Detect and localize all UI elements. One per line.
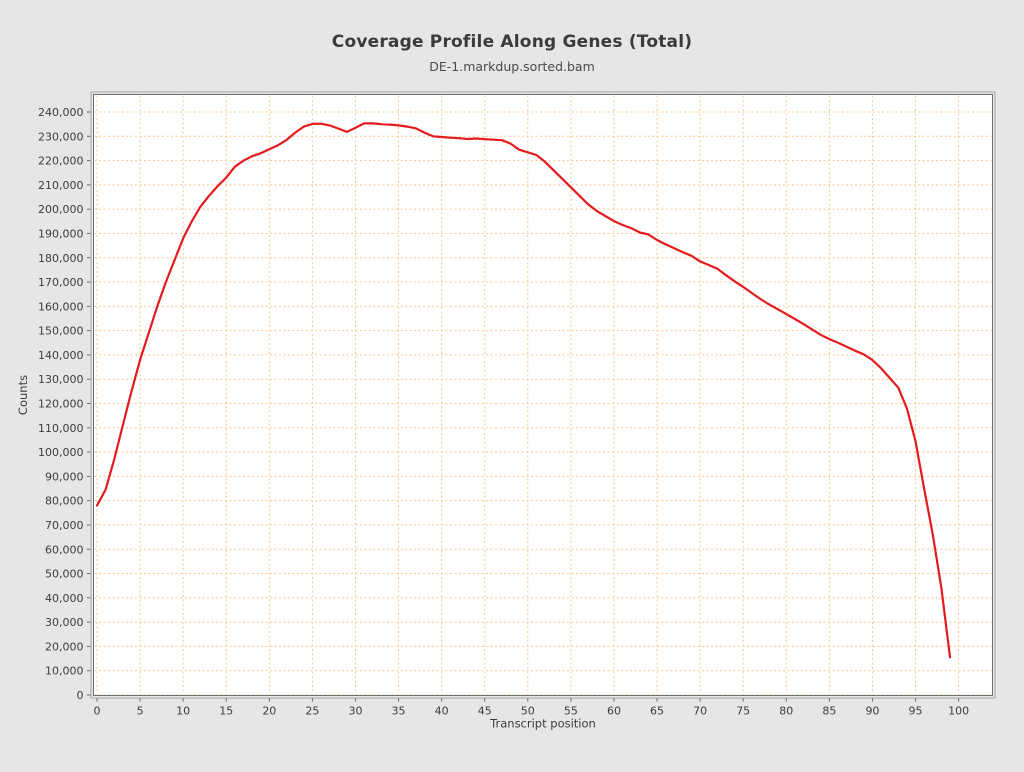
svg-text:80: 80 — [779, 705, 793, 718]
svg-text:60: 60 — [607, 705, 621, 718]
svg-text:160,000: 160,000 — [38, 300, 84, 313]
svg-text:5: 5 — [137, 705, 144, 718]
svg-text:45: 45 — [478, 705, 492, 718]
svg-text:70: 70 — [693, 705, 707, 718]
svg-text:180,000: 180,000 — [38, 252, 84, 265]
svg-text:85: 85 — [822, 705, 836, 718]
svg-text:50,000: 50,000 — [45, 568, 84, 581]
svg-text:100: 100 — [948, 705, 969, 718]
svg-text:65: 65 — [650, 705, 664, 718]
svg-text:90,000: 90,000 — [45, 470, 84, 483]
svg-text:10,000: 10,000 — [45, 665, 84, 678]
svg-text:75: 75 — [736, 705, 750, 718]
svg-text:40,000: 40,000 — [45, 592, 84, 605]
svg-text:20: 20 — [262, 705, 276, 718]
svg-text:25: 25 — [305, 705, 319, 718]
svg-text:170,000: 170,000 — [38, 276, 84, 289]
svg-text:210,000: 210,000 — [38, 179, 84, 192]
chart-header: Coverage Profile Along Genes (Total) DE-… — [0, 0, 1024, 74]
chart-subtitle: DE-1.markdup.sorted.bam — [429, 59, 595, 74]
svg-text:140,000: 140,000 — [38, 349, 84, 362]
svg-text:30,000: 30,000 — [45, 616, 84, 629]
svg-text:40: 40 — [435, 705, 449, 718]
chart-title: Coverage Profile Along Genes (Total) — [331, 32, 693, 52]
svg-text:190,000: 190,000 — [38, 227, 84, 240]
svg-text:110,000: 110,000 — [38, 422, 84, 435]
svg-text:55: 55 — [564, 705, 578, 718]
svg-text:15: 15 — [219, 705, 233, 718]
svg-text:35: 35 — [392, 705, 406, 718]
svg-text:95: 95 — [909, 705, 923, 718]
svg-text:130,000: 130,000 — [38, 373, 84, 386]
svg-text:Counts: Counts — [16, 375, 30, 415]
svg-text:0: 0 — [77, 689, 84, 702]
svg-text:150,000: 150,000 — [38, 325, 84, 338]
svg-text:200,000: 200,000 — [38, 203, 84, 216]
svg-text:70,000: 70,000 — [45, 519, 84, 532]
svg-text:230,000: 230,000 — [38, 130, 84, 143]
svg-text:50: 50 — [521, 705, 535, 718]
svg-text:100,000: 100,000 — [38, 446, 84, 459]
svg-text:60,000: 60,000 — [45, 543, 84, 556]
svg-text:20,000: 20,000 — [45, 640, 84, 653]
svg-text:80,000: 80,000 — [45, 495, 84, 508]
svg-text:0: 0 — [94, 705, 101, 718]
svg-text:120,000: 120,000 — [38, 398, 84, 411]
svg-text:30: 30 — [348, 705, 362, 718]
svg-text:220,000: 220,000 — [38, 155, 84, 168]
svg-text:90: 90 — [865, 705, 879, 718]
svg-text:10: 10 — [176, 705, 190, 718]
svg-text:240,000: 240,000 — [38, 106, 84, 119]
svg-text:Transcript position: Transcript position — [489, 717, 596, 731]
